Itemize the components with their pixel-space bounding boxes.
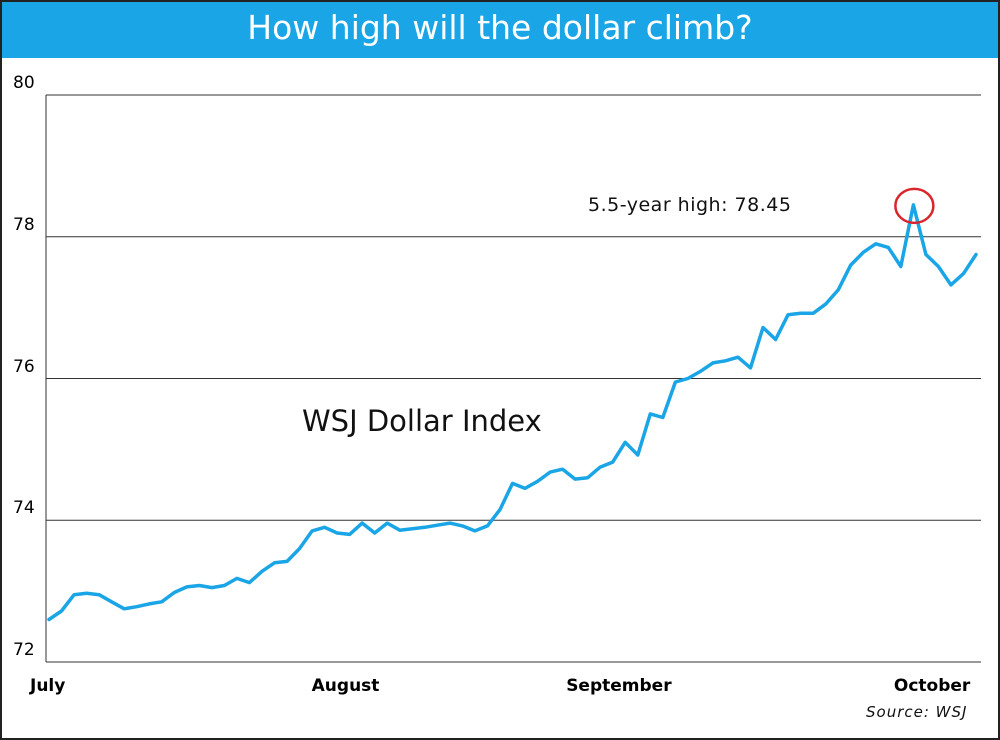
y-tick-label: 80 [13,73,35,93]
y-tick-label: 76 [13,356,35,377]
x-tick-label-september: September [566,676,672,696]
annotation-text: 5.5-year high: 78.45 [588,194,792,216]
x-tick-label-august: August [311,676,380,696]
x-tick-label-october: October [893,676,971,696]
y-tick-label: 72 [13,640,35,660]
y-tick-label: 74 [13,498,35,519]
y-tick-label: 78 [13,214,35,235]
source-note: Source: WSJ [866,703,968,721]
high-point-marker [894,187,935,225]
chart-title: How high will the dollar climb? [2,2,998,58]
series-label: WSJ Dollar Index [302,404,542,438]
series-line-wsj-dollar-index [47,203,978,622]
x-tick-label-july: July [30,676,66,696]
